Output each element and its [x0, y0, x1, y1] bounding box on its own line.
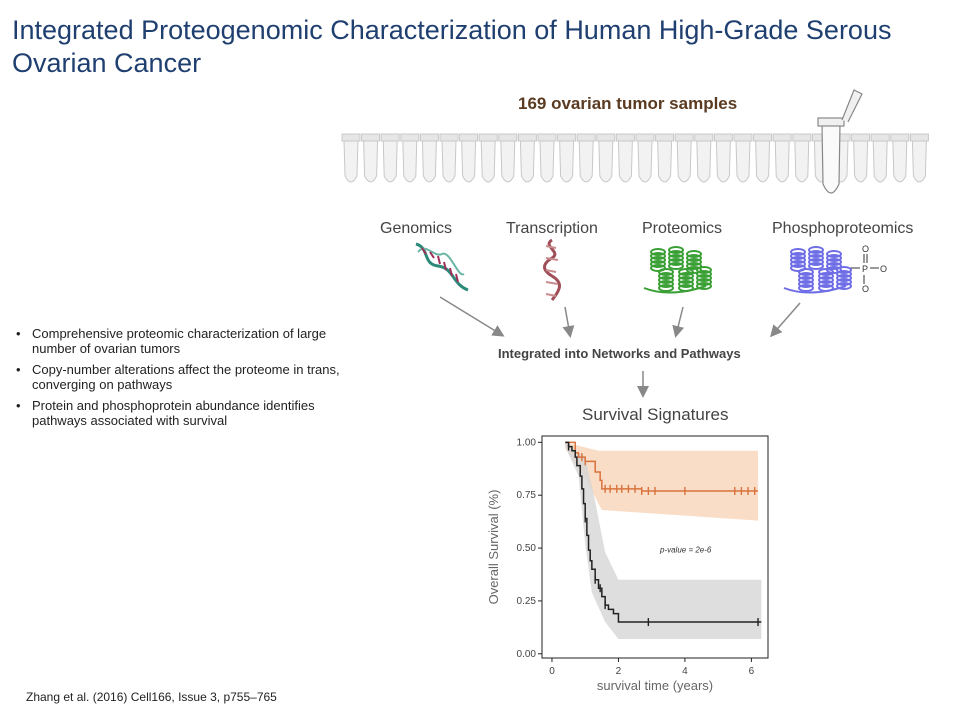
sample-tube: [733, 133, 753, 183]
arrow-phosphoproteomics: [770, 302, 801, 338]
bullet-list: Comprehensive proteomic characterization…: [14, 326, 349, 434]
protein-helix: [696, 266, 712, 290]
x-tick-label: 4: [682, 666, 688, 677]
sample-tube: [713, 133, 733, 183]
arrow-genomics: [440, 296, 505, 337]
transcription-label: Transcription: [506, 220, 598, 237]
phosphate-o-right: O: [880, 264, 887, 274]
protein-helix: [790, 248, 806, 272]
protein-helix: [826, 250, 842, 274]
confidence-band: [565, 442, 759, 521]
phosphate-p: P: [862, 264, 868, 274]
protein-helix: [798, 268, 814, 292]
protein-helix: [658, 268, 674, 292]
flow-arrows: [440, 296, 801, 398]
y-tick-label: 0.25: [517, 596, 537, 607]
protein-loop: [643, 285, 707, 294]
sample-tube: [870, 133, 890, 183]
open-sample-tube: [817, 89, 863, 194]
protein-helix: [668, 246, 684, 270]
rna-strand-icon: [543, 238, 561, 301]
arrow-transcription: [562, 306, 575, 338]
protein-helix: [836, 266, 852, 290]
sample-tube: [753, 133, 773, 183]
sample-tube: [419, 133, 439, 183]
survival-chart: 0 2 4 6 0.00 0.25 0.50 0.75 1.00 survival time (y…: [486, 435, 769, 693]
sample-tube: [674, 133, 694, 183]
sample-tube: [615, 133, 635, 183]
sample-tube: [635, 133, 655, 183]
p-value-annotation: p-value = 2e-6: [659, 545, 712, 554]
sample-tube: [537, 133, 557, 183]
sample-tubes-illustration: [341, 89, 929, 194]
phosphate-o-bottom: O: [862, 284, 869, 294]
protein-helix: [678, 268, 694, 292]
sample-tube: [361, 133, 381, 183]
bullet-item: Protein and phosphoprotein abundance ide…: [14, 398, 349, 428]
sample-tube: [459, 133, 479, 183]
y-tick-label: 0.00: [517, 649, 537, 660]
sample-tube: [851, 133, 871, 183]
y-axis-label: Overall Survival (%): [486, 490, 501, 605]
y-tick-label: 0.75: [517, 490, 537, 501]
survival-curve: [565, 441, 762, 623]
genomics-label: Genomics: [380, 220, 453, 237]
x-tick-label: 0: [549, 666, 555, 677]
sample-tube: [557, 133, 577, 183]
sample-tube: [439, 133, 459, 183]
protein-helix: [650, 248, 666, 272]
bullet-item: Comprehensive proteomic characterization…: [14, 326, 349, 356]
dna-helix-icon: [415, 242, 469, 292]
citation: Zhang et al. (2016) Cell166, Issue 3, p7…: [26, 690, 277, 704]
phosphoprotein-structure-icon: O P O O: [783, 244, 887, 294]
sample-tube: [890, 133, 910, 183]
protein-loop: [783, 285, 847, 294]
y-tick-label: 1.00: [517, 437, 537, 448]
sample-tube: [341, 133, 361, 183]
sample-tube: [792, 133, 812, 183]
proteomics-label: Proteomics: [642, 220, 723, 237]
sample-tube: [909, 133, 929, 183]
phosphate-o-top: O: [862, 244, 869, 254]
samples-label: 169 ovarian tumor samples: [518, 94, 738, 113]
sample-tube: [576, 133, 596, 183]
sample-tube: [498, 133, 518, 183]
protein-helix: [686, 250, 702, 274]
sample-tube: [772, 133, 792, 183]
protein-helix: [808, 246, 824, 270]
sample-tube: [596, 133, 616, 183]
sample-tube: [655, 133, 675, 183]
sample-tube: [380, 133, 400, 183]
x-tick-label: 6: [749, 666, 755, 677]
phosphate-group: O P O O: [848, 244, 887, 294]
bullet-item: Copy-number alterations affect the prote…: [14, 362, 349, 392]
protein-structure-icon: [643, 246, 712, 294]
sample-tube: [400, 133, 420, 183]
x-tick-label: 2: [616, 666, 622, 677]
arrow-proteomics: [672, 306, 685, 338]
sample-tube: [517, 133, 537, 183]
integrated-networks-label: Integrated into Networks and Pathways: [498, 346, 741, 361]
x-axis-label: survival time (years): [597, 678, 713, 693]
survival-signatures-title: Survival Signatures: [582, 405, 729, 424]
slide-title: Integrated Proteogenomic Characterizatio…: [12, 15, 892, 78]
y-tick-label: 0.50: [517, 543, 537, 554]
sample-tube: [694, 133, 714, 183]
sample-tube: [478, 133, 498, 183]
phosphoproteomics-label: Phosphoproteomics: [772, 220, 914, 237]
confidence-band: [565, 442, 762, 639]
